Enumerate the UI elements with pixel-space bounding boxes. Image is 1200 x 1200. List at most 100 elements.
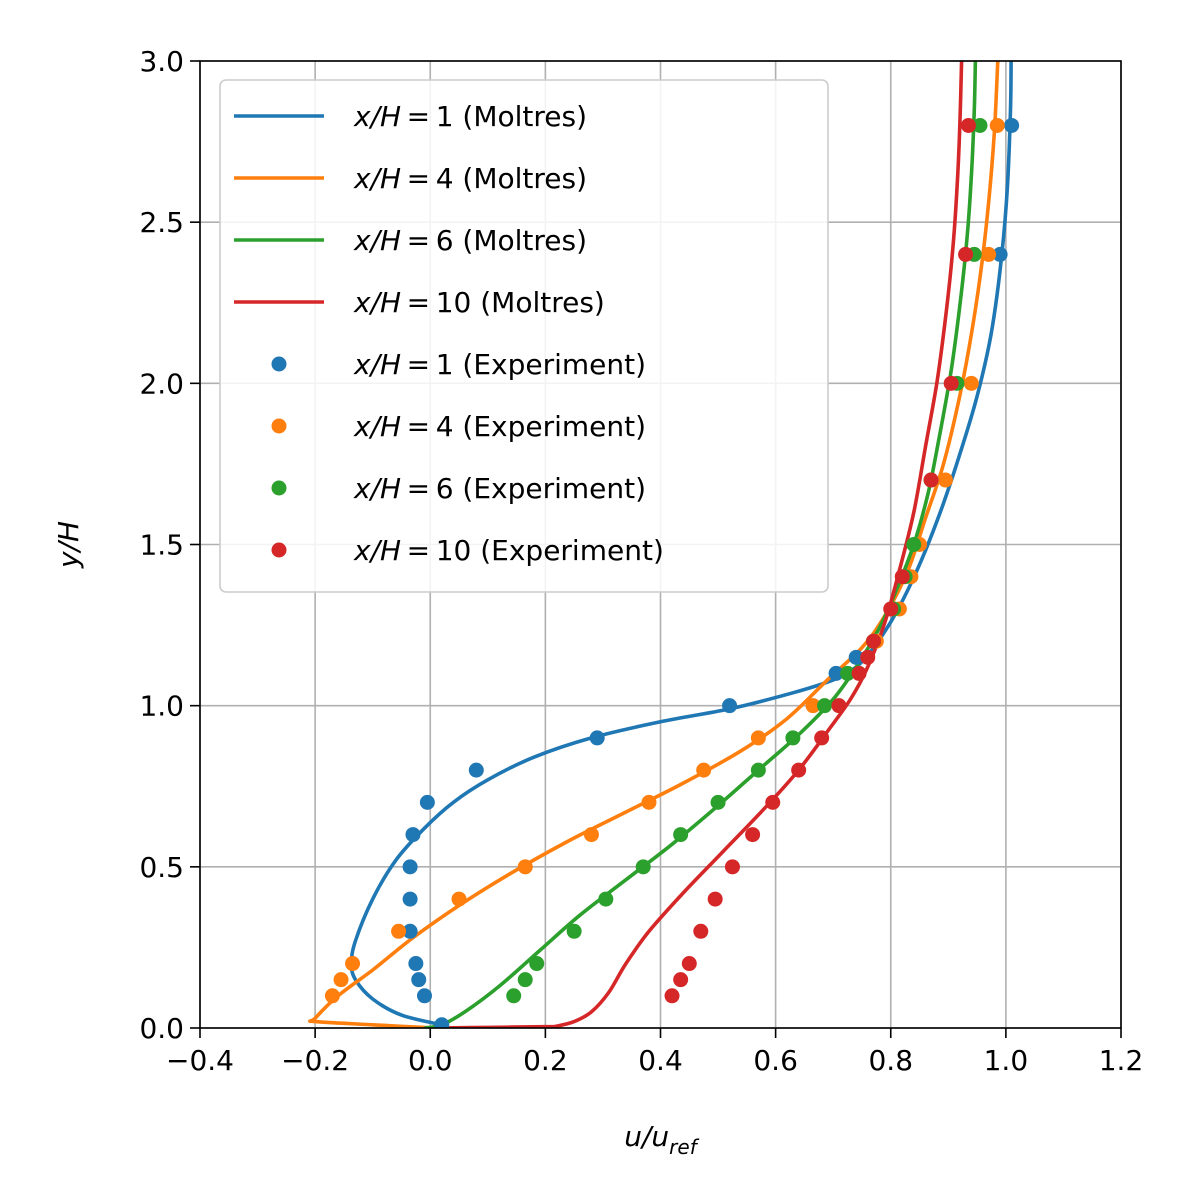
series-point-7: [814, 730, 830, 746]
series-point-4: [419, 794, 435, 810]
series-point-4: [402, 923, 418, 939]
series-line-1: [308, 61, 1000, 1028]
series-point-7: [851, 665, 867, 681]
series-point-6: [840, 665, 856, 681]
series-point-4: [405, 827, 421, 843]
series-point-5: [750, 730, 766, 746]
series-point-5: [963, 375, 979, 391]
series-point-6: [750, 762, 766, 778]
series-point-5: [805, 698, 821, 714]
y-tick-label: 0.5: [139, 851, 184, 884]
series-point-5: [345, 956, 361, 972]
series-point-7: [673, 972, 689, 988]
y-tick-label: 2.5: [139, 206, 184, 239]
series-point-6: [598, 891, 614, 907]
series-line-0: [349, 61, 1013, 1027]
series-point-7: [681, 956, 697, 972]
legend-entry-label: x/H = 4 (Experiment): [353, 410, 646, 443]
x-tick-label: 1.0: [984, 1044, 1029, 1077]
legend-entry-label: x/H = 10 (Moltres): [353, 286, 605, 319]
y-tick-label: 1.5: [139, 529, 184, 562]
legend-entry-label: x/H = 4 (Moltres): [353, 162, 587, 195]
series-point-4: [848, 649, 864, 665]
series-point-7: [894, 569, 910, 585]
series-point-4: [402, 891, 418, 907]
legend-marker-swatch: [271, 542, 287, 558]
series-point-5: [989, 117, 1005, 133]
legend: x/H = 1 (Moltres) x/H = 4 (Moltres) x/H = …: [219, 79, 829, 593]
legend-marker-swatch: [271, 356, 287, 372]
series-point-4: [828, 665, 844, 681]
legend-entry-label: x/H = 1 (Moltres): [353, 100, 587, 133]
legend-marker-swatch: [271, 418, 287, 434]
plot-area: [308, 61, 1020, 1028]
series-point-6: [906, 537, 922, 552]
legend-box: [219, 79, 829, 593]
series-point-5: [451, 891, 467, 907]
series-point-7: [865, 633, 881, 649]
series-point-6: [566, 923, 582, 939]
y-tick-label: 1.0: [139, 690, 184, 723]
x-tick-label: −0.2: [281, 1044, 349, 1077]
x-tick-label: 0.4: [638, 1044, 683, 1077]
legend-marker-swatch: [271, 480, 287, 496]
series-point-6: [529, 956, 545, 972]
x-tick-label: 1.2: [1099, 1044, 1144, 1077]
series-point-7: [664, 988, 680, 1004]
y-tick-label: 0.0: [139, 1012, 184, 1045]
series-point-5: [696, 762, 712, 778]
series-point-7: [860, 649, 876, 665]
series-point-5: [324, 988, 340, 1004]
series-point-4: [408, 956, 424, 972]
series-point-6: [972, 117, 988, 133]
series-point-4: [416, 988, 432, 1004]
series-point-7: [707, 891, 723, 907]
axis-ticks: −0.4 −0.2 0.0 0.2 0.4 0.6 0.8 1.0 1.2 0.0 0.5 1.0 1.…: [139, 45, 1143, 1077]
series-point-5: [333, 972, 349, 988]
x-tick-label: 0.2: [523, 1044, 568, 1077]
series-point-7: [943, 375, 959, 391]
series-point-6: [785, 730, 801, 746]
legend-entry-label: x/H = 10 (Experiment): [353, 534, 664, 567]
series-point-4: [722, 698, 738, 714]
series-point-6: [517, 972, 533, 988]
series-point-4: [468, 762, 484, 778]
series-point-6: [635, 859, 651, 875]
legend-entry-label: x/H = 6 (Experiment): [353, 472, 646, 505]
series-point-7: [745, 827, 761, 843]
series-point-7: [960, 117, 976, 133]
series-point-7: [724, 859, 740, 875]
series-point-7: [791, 762, 807, 778]
legend-entry-label: x/H = 1 (Experiment): [353, 348, 646, 381]
y-tick-label: 2.0: [139, 367, 184, 400]
series-point-7: [765, 794, 781, 810]
series-point-4: [434, 1017, 450, 1028]
x-tick-label: 0.8: [868, 1044, 913, 1077]
series-point-4: [411, 972, 427, 988]
series-point-7: [831, 698, 847, 714]
series-point-5: [583, 827, 599, 843]
x-tick-label: 0.6: [753, 1044, 798, 1077]
x-tick-label: −0.4: [166, 1044, 234, 1077]
series-point-5: [391, 923, 407, 939]
series-point-6: [506, 988, 522, 1004]
legend-entry-label: x/H = 6 (Moltres): [353, 224, 587, 257]
series-point-5: [517, 859, 533, 875]
series-point-6: [673, 827, 689, 843]
x-tick-label: 0.0: [408, 1044, 453, 1077]
series-point-6: [710, 794, 726, 810]
series-point-4: [589, 730, 605, 746]
series-point-7: [883, 601, 899, 617]
y-axis-label: y/H: [52, 521, 85, 569]
y-tick-label: 3.0: [139, 45, 184, 78]
series-point-7: [923, 472, 939, 488]
series-point-4: [1004, 117, 1020, 133]
series-point-6: [817, 698, 833, 714]
series-point-7: [958, 246, 974, 262]
series-point-5: [641, 794, 657, 810]
series-point-4: [992, 246, 1008, 262]
series-point-7: [693, 923, 709, 939]
series-point-5: [981, 246, 997, 262]
x-axis-label: u/uref: [624, 1120, 699, 1159]
